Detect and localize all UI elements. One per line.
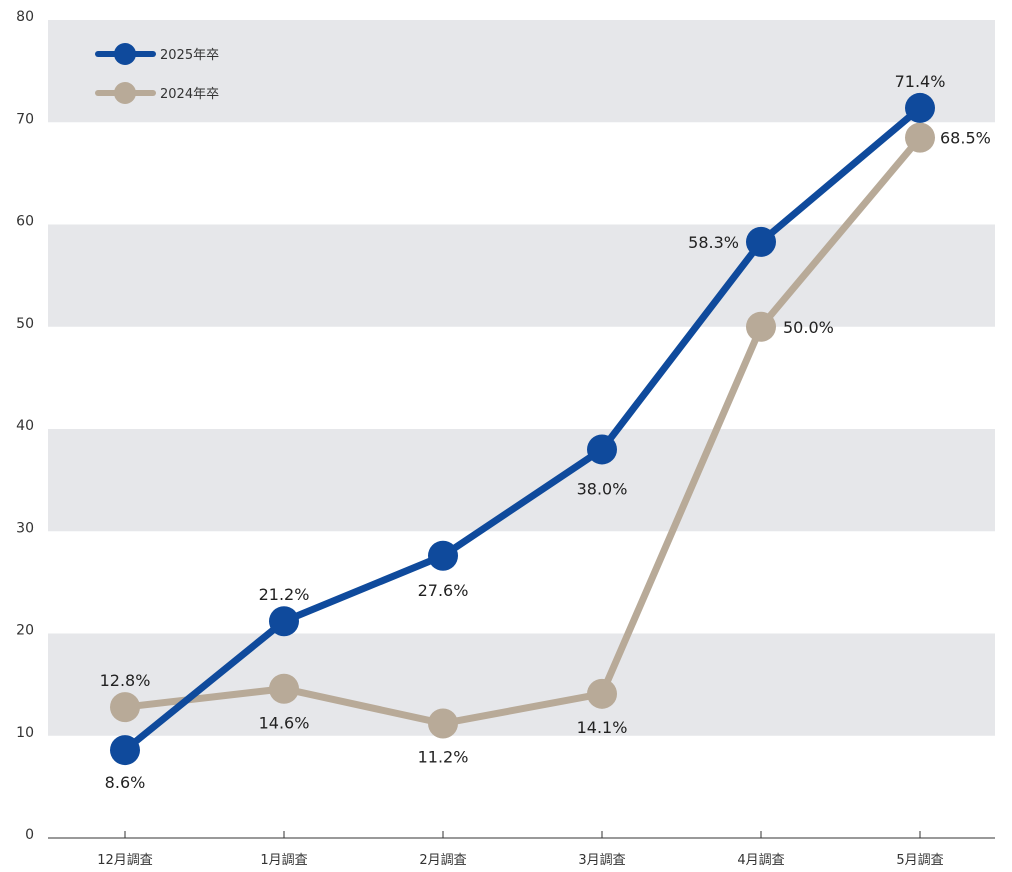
data-label: 14.1% (577, 718, 628, 737)
y-tick-label: 40 (16, 418, 34, 434)
data-point (905, 92, 935, 123)
x-tick-label: 5月調査 (896, 853, 943, 868)
data-label: 8.6% (105, 773, 146, 792)
y-tick-label: 60 (16, 214, 34, 230)
y-tick-label: 50 (16, 316, 34, 332)
data-label: 38.0% (577, 479, 628, 498)
data-point (428, 540, 458, 571)
data-point (428, 708, 458, 739)
data-point (110, 692, 140, 723)
data-label: 50.0% (783, 318, 834, 337)
data-label: 27.6% (418, 581, 469, 600)
grid-bands (48, 20, 995, 736)
grid-band (48, 224, 995, 327)
y-tick-label: 70 (16, 111, 34, 127)
data-label: 12.8% (100, 671, 151, 690)
grid-band (48, 429, 995, 532)
data-point (746, 311, 776, 342)
data-label: 14.6% (259, 714, 310, 733)
series-lines (121, 104, 924, 754)
series-line-0 (121, 104, 924, 754)
x-axis: 12月調査 1月調査 2月調査 3月調査 4月調査 5月調査 (48, 831, 995, 868)
data-label: 68.5% (940, 129, 991, 148)
data-point (269, 673, 299, 704)
data-point (587, 434, 617, 465)
x-tick-label: 3月調査 (578, 853, 625, 868)
series-line-1 (121, 134, 924, 727)
data-labels: 8.6% 21.2% 27.6% 38.0% 58.3% 71.4% 12.8% 14.6% 1… (100, 72, 991, 792)
grid-band (48, 633, 995, 736)
y-tick-label: 10 (16, 725, 34, 741)
data-label: 58.3% (688, 233, 739, 252)
data-point (905, 122, 935, 153)
legend-label: 2024年卒 (160, 87, 219, 102)
data-point (269, 606, 299, 637)
y-tick-label: 30 (16, 520, 34, 536)
data-label: 21.2% (259, 585, 310, 604)
y-tick-label: 80 (16, 9, 34, 25)
x-tick-label: 1月調査 (260, 853, 307, 868)
series-points (110, 92, 935, 766)
data-label: 71.4% (895, 72, 946, 91)
y-tick-label: 20 (16, 623, 34, 639)
legend: 2025年卒 2024年卒 (95, 43, 219, 104)
y-tick-label: 0 (25, 827, 34, 843)
data-label: 11.2% (418, 747, 469, 766)
legend-label: 2025年卒 (160, 48, 219, 63)
data-point (746, 226, 776, 257)
x-tick-label: 4月調査 (737, 853, 784, 868)
grid-band (48, 20, 995, 123)
data-point (587, 678, 617, 709)
y-axis-ticks: 0 10 20 30 40 50 60 70 80 (16, 9, 34, 843)
x-tick-label: 12月調査 (97, 853, 153, 868)
legend-marker (114, 43, 136, 65)
x-tick-label: 2月調査 (419, 853, 466, 868)
legend-marker (114, 82, 136, 104)
data-point (110, 735, 140, 766)
